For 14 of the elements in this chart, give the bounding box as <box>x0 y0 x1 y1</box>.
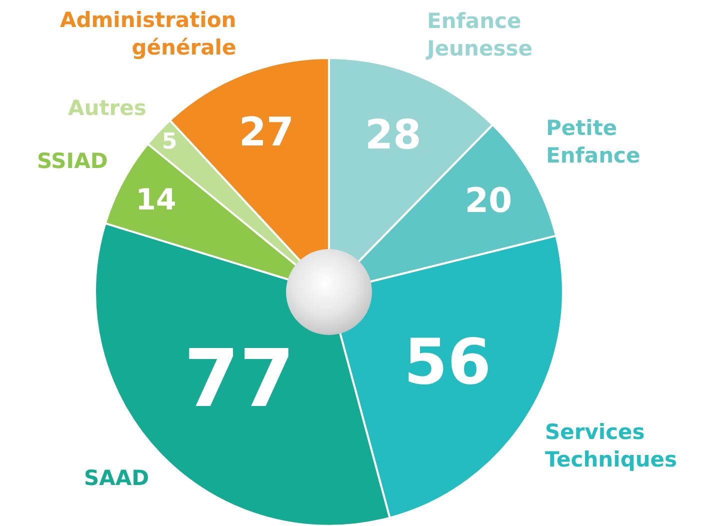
data-label: 77 <box>184 332 295 426</box>
slice-label: Administration générale <box>60 8 236 60</box>
data-label: 27 <box>238 109 294 156</box>
data-label: 56 <box>404 325 492 398</box>
data-label: 5 <box>162 130 178 155</box>
slice-label: SSIAD <box>37 149 108 173</box>
data-label: 28 <box>365 110 422 159</box>
slice-label: SAAD <box>84 466 150 490</box>
slice-label: Enfance Jeunesse <box>425 9 532 60</box>
slice-label: Services Techniques <box>545 420 678 472</box>
slice-label: Petite Enfance <box>546 116 640 168</box>
slice-label: Autres <box>68 96 146 120</box>
data-label: 20 <box>464 180 512 221</box>
data-label: 14 <box>136 182 176 216</box>
